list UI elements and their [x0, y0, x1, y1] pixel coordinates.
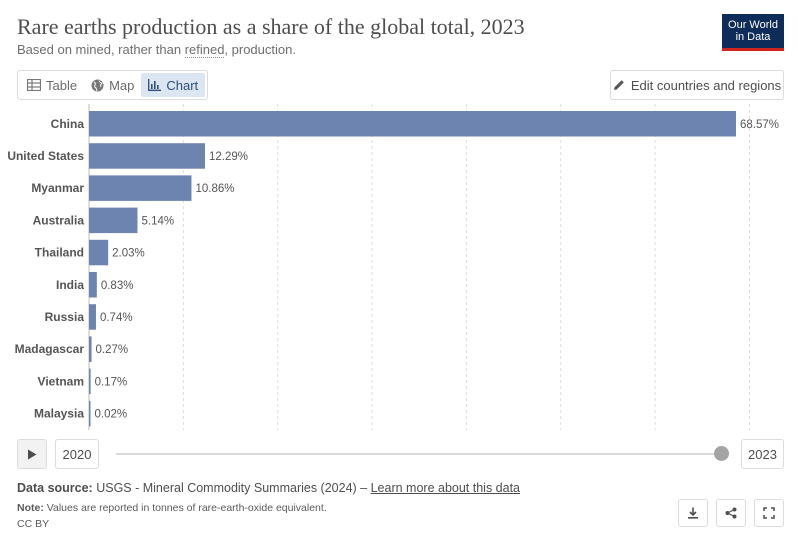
tab-chart-label: Chart — [166, 77, 199, 93]
bar-myanmar — [89, 175, 192, 201]
tab-map-label: Map — [109, 77, 135, 93]
tab-table[interactable]: Table — [20, 73, 84, 97]
chart-note: Note: Values are reported in tonnes of r… — [17, 502, 327, 514]
chart-icon — [148, 79, 162, 91]
value-label: 2.03% — [112, 248, 145, 260]
timeline-end-year[interactable]: 2023 — [741, 439, 784, 469]
category-label: Myanmar — [31, 181, 84, 195]
data-source: Data source: USGS - Mineral Commodity Su… — [17, 481, 520, 495]
value-label: 5.14% — [141, 215, 174, 227]
tab-chart[interactable]: Chart — [141, 73, 206, 97]
bar-china — [89, 111, 736, 137]
fullscreen-icon — [763, 507, 775, 519]
category-label: Vietnam — [38, 374, 84, 388]
value-label: 0.17% — [95, 376, 128, 388]
timeline-track[interactable] — [116, 453, 721, 455]
category-label: Australia — [33, 213, 85, 227]
learn-more-link[interactable]: Learn more about this data — [370, 481, 520, 495]
timeline-start-year[interactable]: 2020 — [55, 439, 99, 469]
refined-term-link[interactable]: refined — [184, 42, 225, 58]
value-label: 0.74% — [100, 312, 133, 324]
tab-map[interactable]: Map — [84, 73, 141, 97]
category-label: Thailand — [35, 246, 84, 260]
value-label: 12.29% — [209, 151, 248, 163]
bar-vietnam — [89, 368, 91, 395]
bar-united-states — [89, 143, 205, 169]
download-icon — [688, 507, 698, 519]
owid-logo[interactable]: Our World in Data — [722, 14, 784, 51]
value-label: 0.83% — [101, 280, 134, 292]
category-label: United States — [7, 149, 84, 163]
globe-icon — [91, 79, 104, 91]
value-label: 0.02% — [95, 409, 128, 421]
timeline-handle[interactable] — [714, 446, 729, 461]
timeline: 2020 2023 — [17, 439, 784, 469]
pencil-icon — [613, 80, 624, 90]
value-label: 10.86% — [195, 183, 234, 195]
bar-malaysia — [89, 400, 91, 427]
value-label: 0.27% — [96, 344, 129, 356]
view-tabs: Table Map Chart — [17, 70, 209, 100]
edit-countries-button[interactable]: Edit countries and regions — [610, 70, 784, 100]
bar-chart-svg: China 68.57% United States 12.29% Myanmar 10.… — [7, 104, 779, 430]
category-label: Malaysia — [34, 407, 84, 421]
bar-australia — [89, 207, 138, 234]
bar-russia — [89, 304, 96, 330]
fullscreen-button[interactable] — [754, 499, 784, 527]
bar-india — [89, 272, 97, 298]
bar-thailand — [89, 239, 109, 266]
chart-subtitle: Based on mined, rather than refined, pro… — [17, 42, 296, 58]
license: CC BY — [17, 518, 50, 530]
category-label: China — [51, 117, 85, 131]
table-icon — [27, 79, 41, 91]
edit-countries-label: Edit countries and regions — [630, 77, 782, 93]
category-label: Russia — [45, 310, 85, 324]
bar-chart: China 68.57% United States 12.29% Myanmar 10.… — [0, 104, 798, 434]
share-icon — [725, 507, 737, 519]
value-label: 68.57% — [740, 119, 779, 131]
download-button[interactable] — [678, 499, 708, 527]
chart-title: Rare earths production as a share of the… — [17, 14, 525, 39]
category-label: Madagascar — [15, 342, 85, 356]
play-icon — [28, 449, 37, 459]
bar-madagascar — [89, 336, 92, 362]
play-button[interactable] — [17, 439, 47, 469]
category-label: India — [56, 278, 84, 292]
tab-table-label: Table — [46, 77, 78, 93]
share-button[interactable] — [716, 499, 746, 527]
